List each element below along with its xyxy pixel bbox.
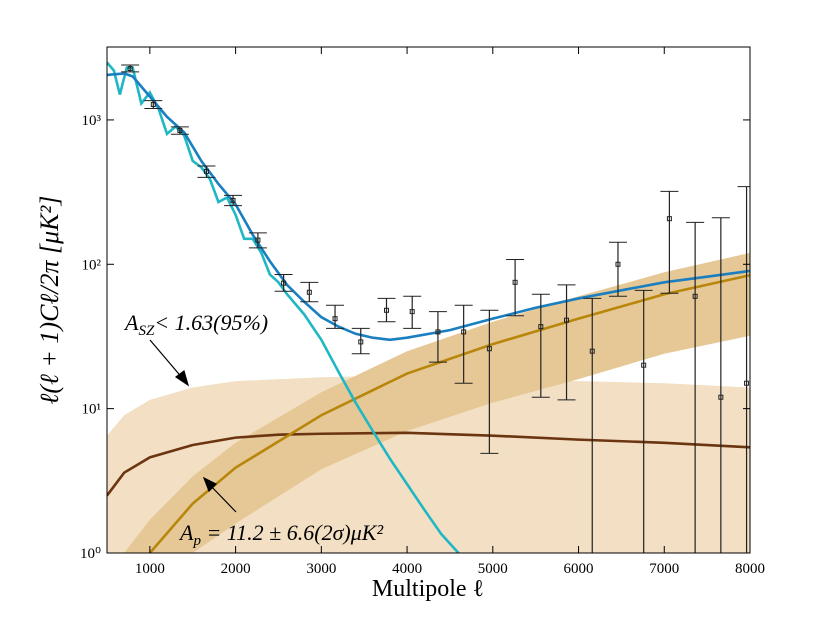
data-point (383, 307, 389, 313)
x-axis-label: Multipole ℓ (372, 576, 484, 602)
data-point (615, 261, 621, 267)
data-point (744, 380, 750, 386)
curve (148, 273, 750, 553)
data-point (461, 329, 467, 335)
data-point (666, 216, 672, 222)
data-point (718, 394, 724, 400)
band (107, 375, 750, 553)
data-point (177, 127, 183, 133)
curve (107, 61, 460, 553)
annotation-part: p (192, 533, 201, 549)
arrows (149, 339, 237, 513)
data-point (692, 293, 698, 299)
data-point (281, 280, 287, 286)
annotation-part: A (123, 310, 139, 335)
annotation-part: A (178, 520, 194, 545)
x-tick-label: 7000 (649, 561, 679, 577)
data-point (255, 237, 261, 243)
y-tick-label: 10⁰ (80, 546, 101, 562)
y-tick-label: 10² (82, 257, 102, 273)
band (124, 252, 750, 553)
y-tick-label: 10³ (82, 113, 102, 129)
x-tick-label: 2000 (221, 561, 251, 577)
data-point (512, 279, 518, 285)
annotation: Ap = 11.2 ± 6.6(2σ)μK² (178, 520, 383, 549)
x-tick-label: 1000 (135, 561, 165, 577)
data-point (203, 168, 209, 174)
y-tick-label: 10¹ (82, 402, 102, 418)
y-axis-label: ℓ(ℓ + 1)Cℓ/2π [μK²] (35, 196, 64, 405)
axes: 1000 2000 3000 4000 5000 6000 7000 8000 10⁰ 10¹ 10… (80, 47, 765, 577)
data-point (127, 66, 133, 72)
data-point (589, 348, 595, 354)
data-point (150, 101, 156, 107)
annotation-part: SZ (138, 323, 155, 339)
x-tick-label: 8000 (735, 561, 765, 577)
curve (107, 72, 750, 342)
data-point (435, 329, 441, 335)
data-point (564, 317, 570, 323)
data-point (230, 197, 236, 203)
data-point (306, 289, 312, 295)
x-tick-label: 4000 (392, 561, 422, 577)
annotation-part: < 1.63(95%) (154, 310, 268, 335)
x-tick-label: 3000 (306, 561, 336, 577)
curves (107, 61, 750, 553)
data-point (358, 339, 364, 345)
x-tick-label: 5000 (478, 561, 508, 577)
annotation-part: = 11.2 ± 6.6(2σ)μK² (201, 520, 384, 545)
bands (107, 252, 750, 553)
data-point (486, 346, 492, 352)
x-tick-label: 6000 (564, 561, 594, 577)
data-point (538, 324, 544, 330)
annotation: ASZ< 1.63(95%) (123, 310, 268, 339)
data-points (121, 64, 750, 553)
data-point (641, 362, 647, 368)
data-point (409, 309, 415, 315)
data-point (332, 316, 338, 322)
plot-frame (106, 46, 751, 554)
